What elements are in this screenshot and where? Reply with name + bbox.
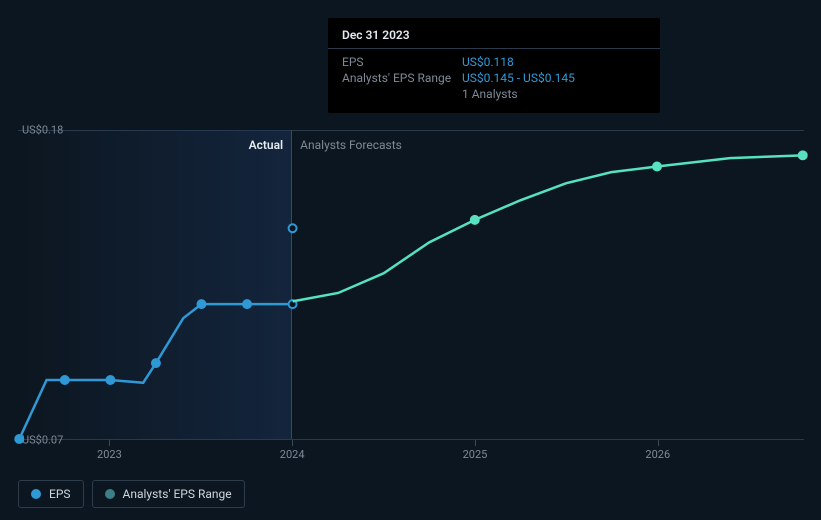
series-point-eps[interactable] <box>15 435 23 443</box>
x-tick-label: 2025 <box>463 448 488 461</box>
x-tick-mark <box>658 440 659 446</box>
x-tick-label: 2024 <box>280 448 305 461</box>
series-point-forecast[interactable] <box>471 216 479 224</box>
chart-lines <box>18 130 804 439</box>
series-point-forecast[interactable] <box>653 162 661 170</box>
series-point-forecast[interactable] <box>799 151 807 159</box>
series-line-forecast <box>293 155 803 301</box>
x-tick-mark <box>292 440 293 446</box>
tooltip-value: US$0.118 <box>462 55 514 69</box>
series-point-range_top[interactable] <box>289 224 297 232</box>
tooltip-separator <box>328 48 660 49</box>
tooltip-analyst-count: 1 Analysts <box>462 87 646 101</box>
legend-label: Analysts' EPS Range <box>123 487 232 501</box>
x-axis: 2023 2024 2025 2026 <box>18 448 804 468</box>
legend-label: EPS <box>49 487 71 501</box>
plot-area[interactable]: US$0.18 US$0.07 Actual Analysts Forecast… <box>18 130 804 440</box>
chart-legend: EPS Analysts' EPS Range <box>18 480 245 508</box>
legend-item-range[interactable]: Analysts' EPS Range <box>92 480 245 508</box>
series-point-eps[interactable] <box>61 376 69 384</box>
legend-dot <box>31 489 41 499</box>
x-tick-label: 2026 <box>645 448 670 461</box>
eps-chart: US$0.18 US$0.07 Actual Analysts Forecast… <box>0 0 821 520</box>
chart-tooltip: Dec 31 2023 EPS US$0.118 Analysts' EPS R… <box>328 18 660 113</box>
series-line-eps <box>19 304 292 439</box>
legend-dot <box>105 489 115 499</box>
tooltip-row-eps: EPS US$0.118 <box>342 55 646 69</box>
tooltip-value: US$0.145 - US$0.145 <box>462 71 575 85</box>
legend-item-eps[interactable]: EPS <box>18 480 84 508</box>
tooltip-key: EPS <box>342 55 462 69</box>
tooltip-key: Analysts' EPS Range <box>342 71 462 85</box>
series-point-eps[interactable] <box>152 359 160 367</box>
series-point-eps[interactable] <box>197 300 205 308</box>
x-tick-mark <box>109 440 110 446</box>
tooltip-date: Dec 31 2023 <box>342 28 646 42</box>
series-point-eps[interactable] <box>106 376 114 384</box>
series-point-eps[interactable] <box>243 300 251 308</box>
x-tick-label: 2023 <box>97 448 122 461</box>
x-tick-mark <box>475 440 476 446</box>
tooltip-row-range: Analysts' EPS Range US$0.145 - US$0.145 <box>342 71 646 85</box>
